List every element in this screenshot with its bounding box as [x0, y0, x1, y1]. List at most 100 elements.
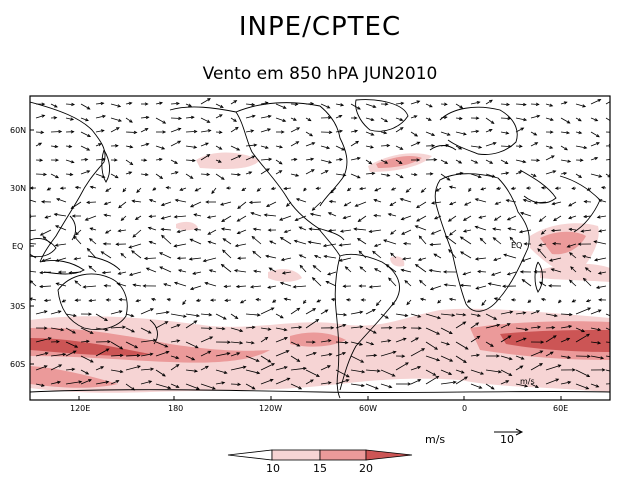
- wind-vector-head: [208, 326, 213, 330]
- wind-vector-head: [400, 101, 405, 106]
- wind-vector-head: [220, 263, 225, 268]
- wind-vector-shaft: [189, 257, 202, 260]
- wind-vector-shaft: [185, 159, 196, 162]
- wind-vector-shaft: [345, 266, 352, 273]
- wind-vector-head: [522, 102, 527, 107]
- wind-vector-shaft: [520, 212, 532, 217]
- wind-vector-shaft: [221, 264, 232, 273]
- wind-vector-shaft: [39, 285, 52, 288]
- wind-vector-head: [552, 170, 557, 174]
- wind-vector-shaft: [320, 382, 331, 385]
- wind-vector-head: [490, 386, 495, 390]
- wind-vector-head: [476, 353, 481, 357]
- wind-vector-head: [476, 101, 481, 105]
- wind-vector-head: [57, 380, 61, 385]
- wind-vector-shaft: [425, 103, 433, 108]
- wind-vector-shaft: [449, 186, 457, 189]
- wind-vector-head: [175, 364, 180, 368]
- wind-vector-head: [563, 171, 568, 176]
- wind-vector-head: [481, 302, 485, 307]
- wind-vector-shaft: [539, 243, 547, 246]
- wind-vector-head: [490, 120, 495, 124]
- wind-vector-shaft: [335, 158, 343, 161]
- wind-vector-shaft: [569, 228, 577, 231]
- wind-vector-shaft: [575, 333, 590, 343]
- wind-vector-shaft: [515, 103, 526, 106]
- wind-vector-head: [294, 102, 299, 106]
- wind-vector-head: [428, 269, 433, 273]
- wind-vector-head: [283, 297, 288, 301]
- wind-vector-shaft: [95, 173, 105, 178]
- wind-vector-shaft: [530, 310, 540, 315]
- wind-vector-head: [239, 341, 244, 345]
- wind-vector-shaft: [470, 101, 480, 105]
- wind-vector-head: [205, 142, 209, 146]
- wind-vector-shaft: [330, 187, 337, 194]
- wind-vector-shaft: [237, 215, 247, 222]
- wind-vector-head: [442, 270, 447, 274]
- wind-vector-shaft: [455, 172, 463, 175]
- wind-vector-head: [353, 227, 358, 231]
- shade-level-20: [30, 330, 610, 356]
- wind-vector-shaft: [215, 103, 224, 108]
- wind-vector-shaft: [594, 241, 607, 245]
- wind-vector-head: [296, 307, 301, 311]
- wind-vector-head: [419, 279, 423, 284]
- wind-vector-shaft: [320, 145, 330, 149]
- wind-vector-head: [359, 325, 364, 329]
- wind-vector-head: [612, 131, 615, 134]
- wind-vector-shaft: [335, 145, 345, 151]
- wind-vector-head: [173, 215, 178, 219]
- wind-vector-head: [217, 159, 222, 163]
- wind-vector-shaft: [575, 145, 587, 149]
- wind-vector-shaft: [328, 229, 337, 232]
- wind-vector-head: [144, 102, 149, 106]
- wind-vector-head: [330, 298, 335, 302]
- wind-vector-shaft: [155, 117, 166, 124]
- wind-vector-head: [433, 158, 438, 162]
- wind-vector-shaft: [508, 228, 517, 231]
- wind-vector-head: [357, 106, 361, 110]
- wind-vector-head: [103, 284, 108, 288]
- wind-vector-head: [520, 356, 525, 360]
- wind-vector-head: [54, 243, 59, 247]
- wind-vector-shaft: [374, 187, 382, 192]
- map-frame: [29, 95, 611, 401]
- wind-vector-head: [256, 371, 261, 375]
- wind-vector-shaft: [264, 214, 277, 217]
- wind-vector-shaft: [200, 142, 209, 147]
- colorbar-label-15: 15: [313, 462, 327, 475]
- wind-vector-head: [117, 271, 122, 275]
- wind-vector-shaft: [389, 201, 397, 206]
- wind-vector-head: [327, 212, 332, 216]
- wind-vector-shaft: [290, 341, 300, 347]
- wind-vector-head: [178, 116, 183, 121]
- wind-vector-head: [233, 269, 238, 273]
- wind-vector-shaft: [448, 249, 457, 259]
- wind-vector-shaft: [425, 369, 436, 376]
- wind-vector-shaft: [560, 381, 571, 385]
- wind-vector-head: [144, 128, 149, 132]
- wind-vector-shaft: [569, 252, 577, 259]
- wind-vector-shaft: [253, 270, 262, 273]
- wind-vector-shaft: [583, 215, 592, 218]
- wind-vector-shaft: [545, 313, 558, 317]
- wind-vector-shaft: [481, 299, 487, 306]
- wind-vector-head: [417, 257, 422, 261]
- wind-vector-head: [176, 256, 181, 260]
- wind-vector-shaft: [230, 383, 241, 385]
- wind-vector-head: [82, 285, 87, 289]
- wind-vector-head: [207, 231, 212, 235]
- wind-vector-head: [479, 237, 484, 242]
- wind-vector-shaft: [185, 173, 194, 179]
- wind-vector-shaft: [455, 355, 467, 363]
- wind-vector-head: [116, 282, 121, 286]
- wind-vector-head: [477, 313, 482, 317]
- wind-vector-shaft: [445, 235, 457, 245]
- wind-vector-shaft: [155, 173, 163, 179]
- wind-vector-head: [235, 284, 240, 289]
- lon-label-60w: 60W: [359, 404, 377, 413]
- wind-vector-shaft: [245, 313, 260, 316]
- wind-vector-shaft: [500, 172, 509, 175]
- wind-vector-head: [597, 309, 602, 313]
